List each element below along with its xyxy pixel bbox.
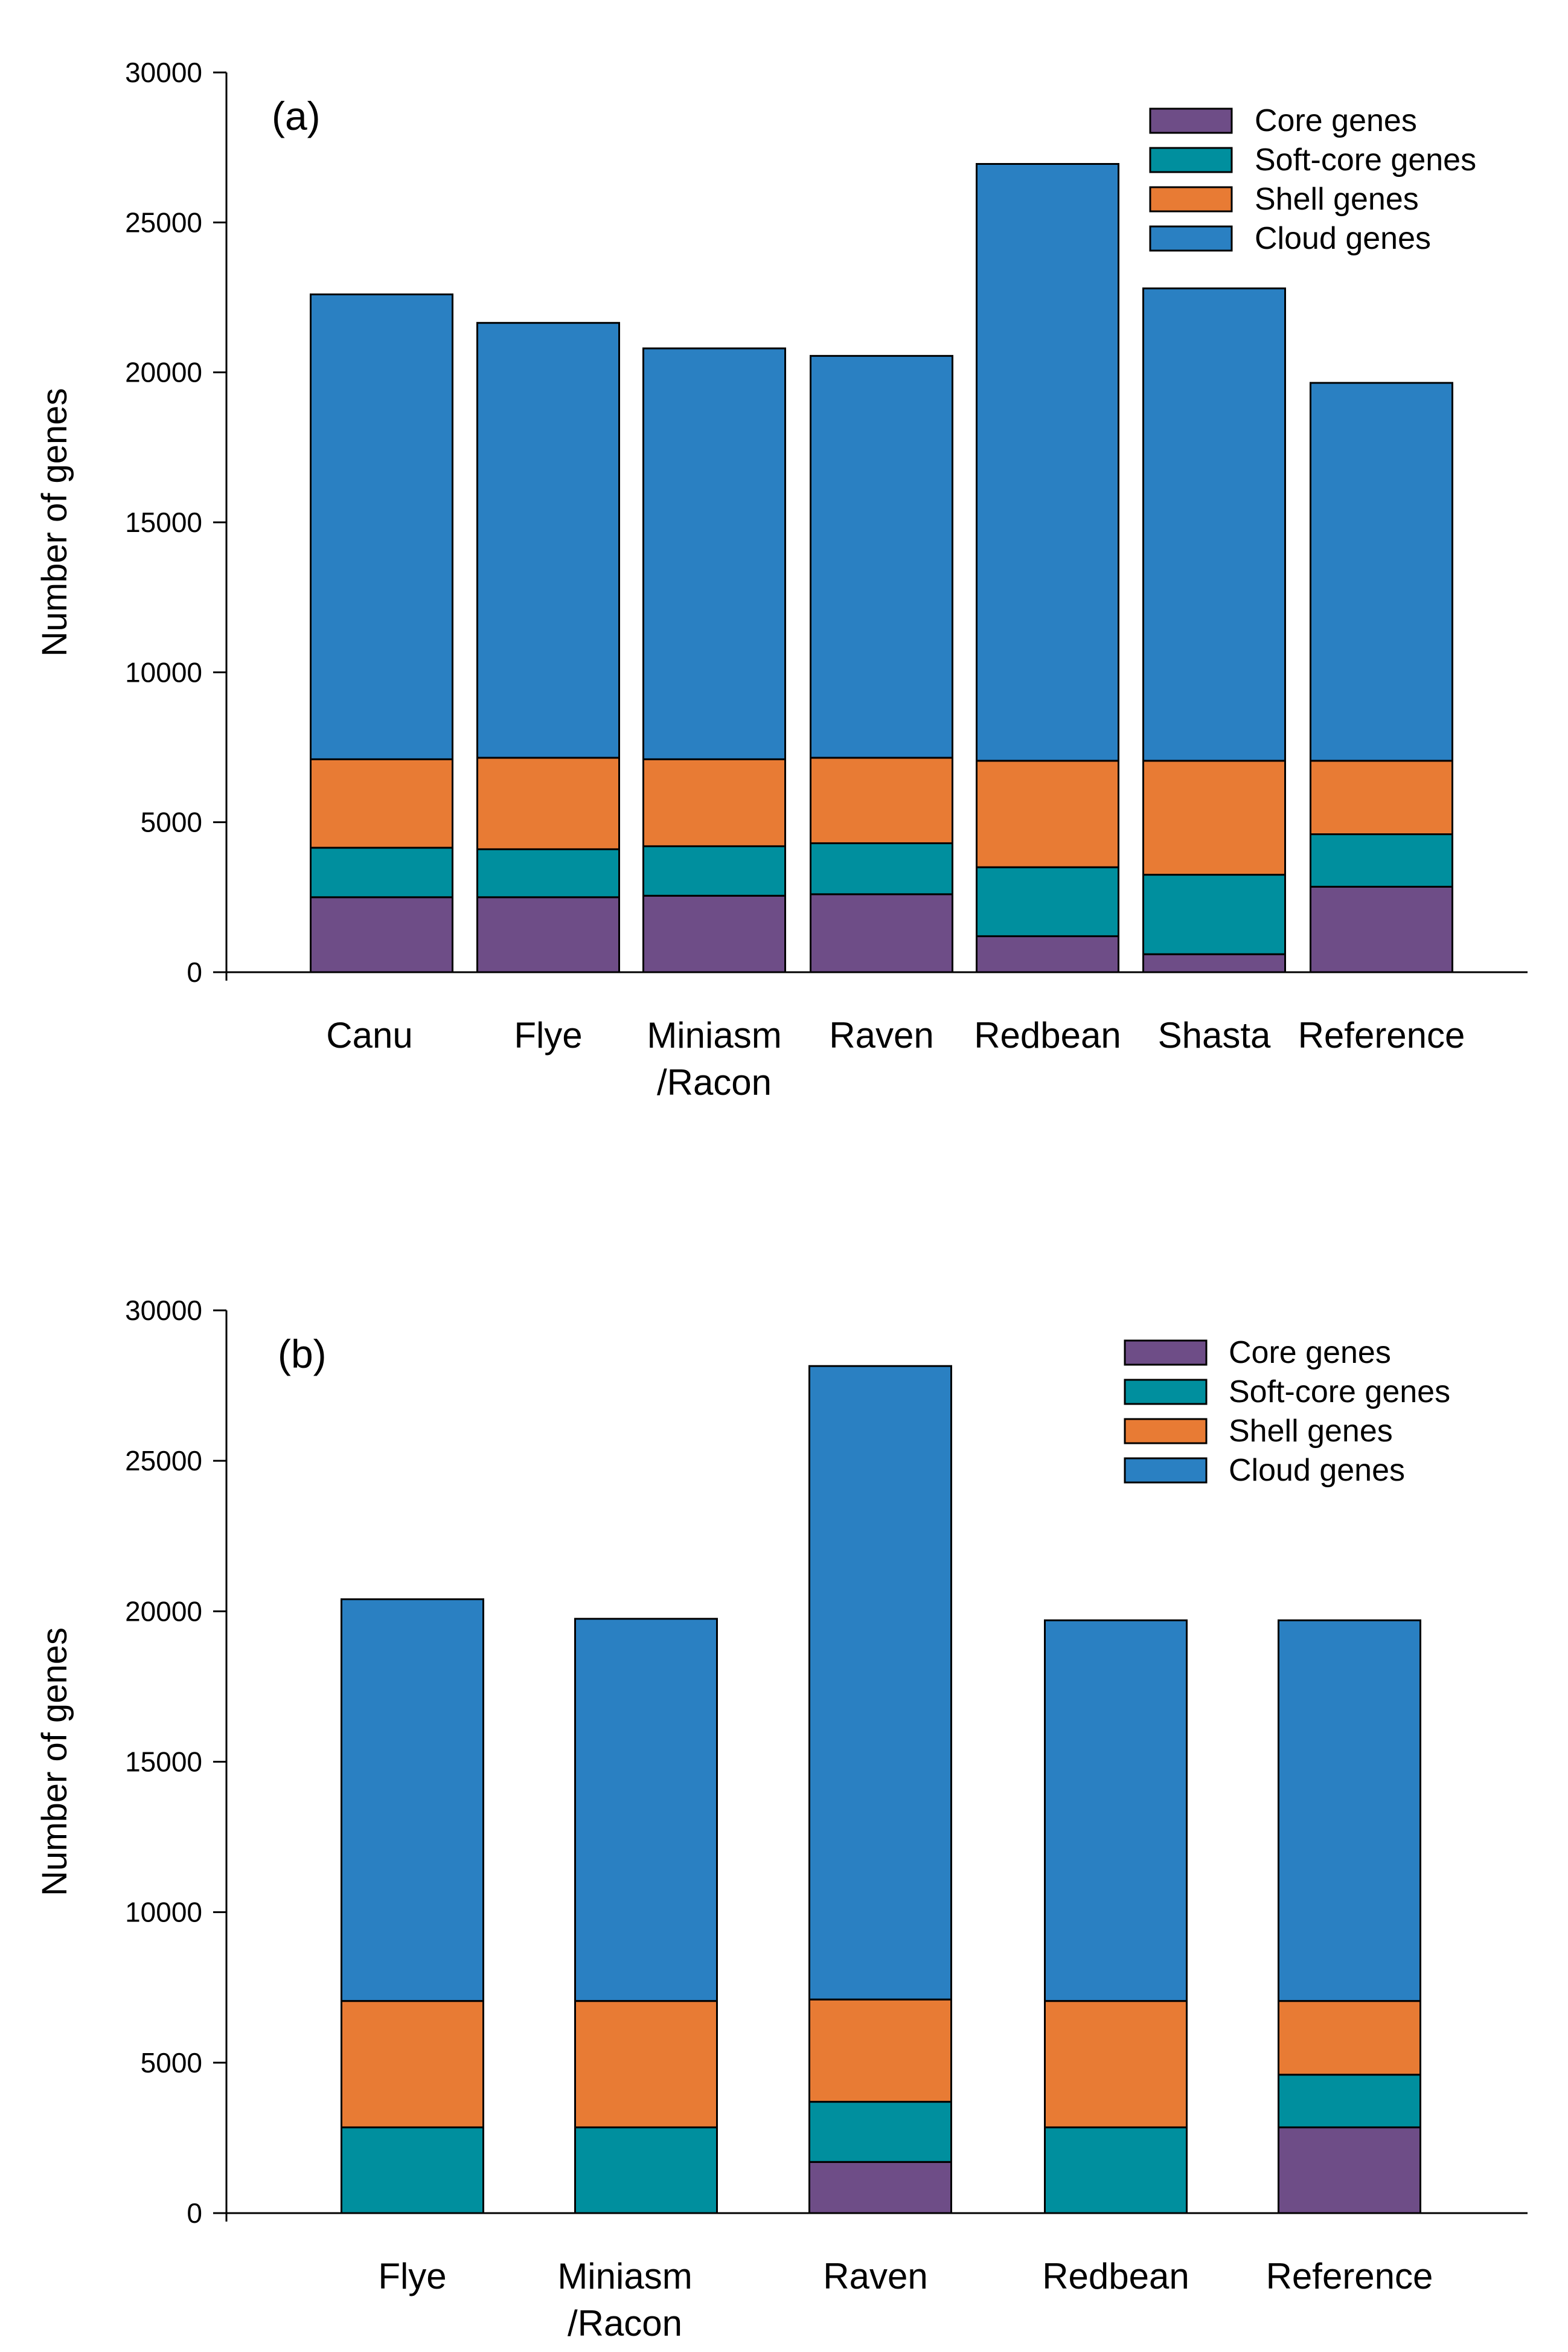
bar-cloud-7	[1310, 382, 1453, 762]
bar-core-3	[642, 894, 786, 973]
y-tick-label: 20000	[125, 1595, 202, 1627]
bar-core-4	[810, 893, 953, 973]
bar-soft-core-2	[476, 848, 620, 899]
y-axis-title: Number of genes	[35, 1627, 74, 1896]
bar-cloud-1	[310, 293, 453, 760]
x-tick-label: Flye	[514, 1015, 582, 1056]
x-tick-label: Redbean	[1042, 2256, 1189, 2296]
bar-soft-core-1	[341, 2126, 484, 2214]
bar-cloud-1	[341, 1598, 484, 2002]
bar-shell-7	[1310, 760, 1453, 836]
bar-cloud-2	[476, 322, 620, 759]
legend-swatch-soft-core	[1149, 147, 1233, 173]
y-tick-label: 15000	[125, 507, 202, 538]
bar-cloud-3	[808, 1365, 952, 2001]
legend-label-soft-core: Soft-core genes	[1229, 1374, 1450, 1409]
legend-swatch-shell	[1124, 1418, 1208, 1444]
bar-cloud-3	[642, 347, 786, 760]
bar-soft-core-4	[1044, 2126, 1188, 2214]
y-tick-label: 0	[187, 957, 202, 988]
bar-soft-core-7	[1310, 833, 1453, 888]
legend-label-cloud: Cloud genes	[1255, 221, 1431, 256]
bar-soft-core-6	[1142, 874, 1286, 955]
bar-shell-5	[1278, 2000, 1421, 2076]
panel-b: 0 5000 10000 15000 20000 25000 30000 Number of …	[35, 1295, 1528, 2344]
bar-soft-core-3	[642, 845, 786, 897]
bar-soft-core-5	[1278, 2074, 1421, 2129]
x-tick-label: Reference	[1298, 1015, 1465, 1056]
bar-shell-1	[310, 758, 453, 849]
bar-cloud-4	[1044, 1619, 1188, 2002]
y-tick-label: 10000	[125, 656, 202, 688]
legend-swatch-soft-core	[1124, 1379, 1208, 1405]
x-tick-label: Raven	[823, 2256, 927, 2296]
y-tick-label: 25000	[125, 1445, 202, 1476]
bar-shell-2	[574, 2000, 718, 2129]
bar-core-2	[476, 896, 620, 973]
y-tick-label: 30000	[125, 1295, 202, 1326]
x-tick-label: Miniasm/Racon	[647, 1015, 781, 1103]
bar-cloud-6	[1142, 287, 1286, 762]
x-tick-label: Canu	[326, 1015, 412, 1056]
legend-label-shell: Shell genes	[1255, 182, 1419, 217]
x-tick-label: Shasta	[1158, 1015, 1271, 1056]
bar-cloud-5	[1278, 1619, 1421, 2002]
legend-swatch-core	[1149, 107, 1233, 134]
bar-core-3	[808, 2161, 952, 2214]
legend: Core genes Soft-core genes Shell genes Clou…	[1149, 103, 1476, 256]
y-tick-label: 15000	[125, 1746, 202, 1778]
bar-cloud-2	[574, 1618, 718, 2002]
legend-swatch-core	[1124, 1339, 1208, 1366]
x-tick-label: Miniasm/Racon	[557, 2256, 692, 2344]
x-tick-label: Reference	[1266, 2256, 1433, 2296]
legend-label-core: Core genes	[1229, 1335, 1391, 1370]
bar-core-6	[1142, 953, 1286, 973]
bar-shell-3	[642, 758, 786, 847]
panel-label: (b)	[278, 1331, 327, 1376]
y-tick-label: 30000	[125, 57, 202, 88]
legend-label-soft-core: Soft-core genes	[1255, 143, 1476, 178]
bar-shell-5	[976, 760, 1119, 868]
x-tick-label: Flye	[378, 2256, 446, 2296]
x-tick-label: Raven	[829, 1015, 933, 1056]
y-tick-label: 5000	[141, 807, 202, 838]
bar-shell-3	[808, 1998, 952, 2103]
legend: Core genes Soft-core genes Shell genes Clou…	[1124, 1335, 1450, 1488]
bar-soft-core-1	[310, 847, 453, 899]
bar-soft-core-5	[976, 866, 1119, 937]
legend-label-cloud: Cloud genes	[1229, 1453, 1405, 1488]
bar-shell-4	[810, 757, 953, 844]
bar-core-5	[976, 935, 1119, 973]
bar-cloud-4	[810, 354, 953, 759]
legend-swatch-cloud	[1149, 225, 1233, 252]
bar-soft-core-4	[810, 842, 953, 896]
y-tick-label: 10000	[125, 1897, 202, 1928]
bar-core-5	[1278, 2126, 1421, 2214]
legend-swatch-cloud	[1124, 1457, 1208, 1484]
bar-shell-2	[476, 757, 620, 850]
bar-shell-6	[1142, 760, 1286, 876]
panel-label: (a)	[272, 94, 321, 138]
x-tick-label: Redbean	[974, 1015, 1121, 1056]
panel-a: 0 5000 10000 15000 20000 25000 30000 Number of …	[35, 57, 1528, 1103]
bar-soft-core-3	[808, 2101, 952, 2163]
bar-soft-core-2	[574, 2126, 718, 2214]
legend-swatch-shell	[1149, 186, 1233, 213]
bar-core-1	[310, 896, 453, 973]
y-tick-label: 5000	[141, 2047, 202, 2078]
y-tick-label: 20000	[125, 357, 202, 388]
legend-label-core: Core genes	[1255, 103, 1417, 138]
bar-shell-4	[1044, 2000, 1188, 2129]
y-axis-title: Number of genes	[35, 388, 74, 657]
legend-label-shell: Shell genes	[1229, 1414, 1393, 1449]
y-tick-label: 0	[187, 2197, 202, 2229]
bar-shell-1	[341, 2000, 484, 2129]
y-tick-label: 25000	[125, 207, 202, 238]
bar-core-7	[1310, 885, 1453, 973]
bar-cloud-5	[976, 162, 1119, 762]
